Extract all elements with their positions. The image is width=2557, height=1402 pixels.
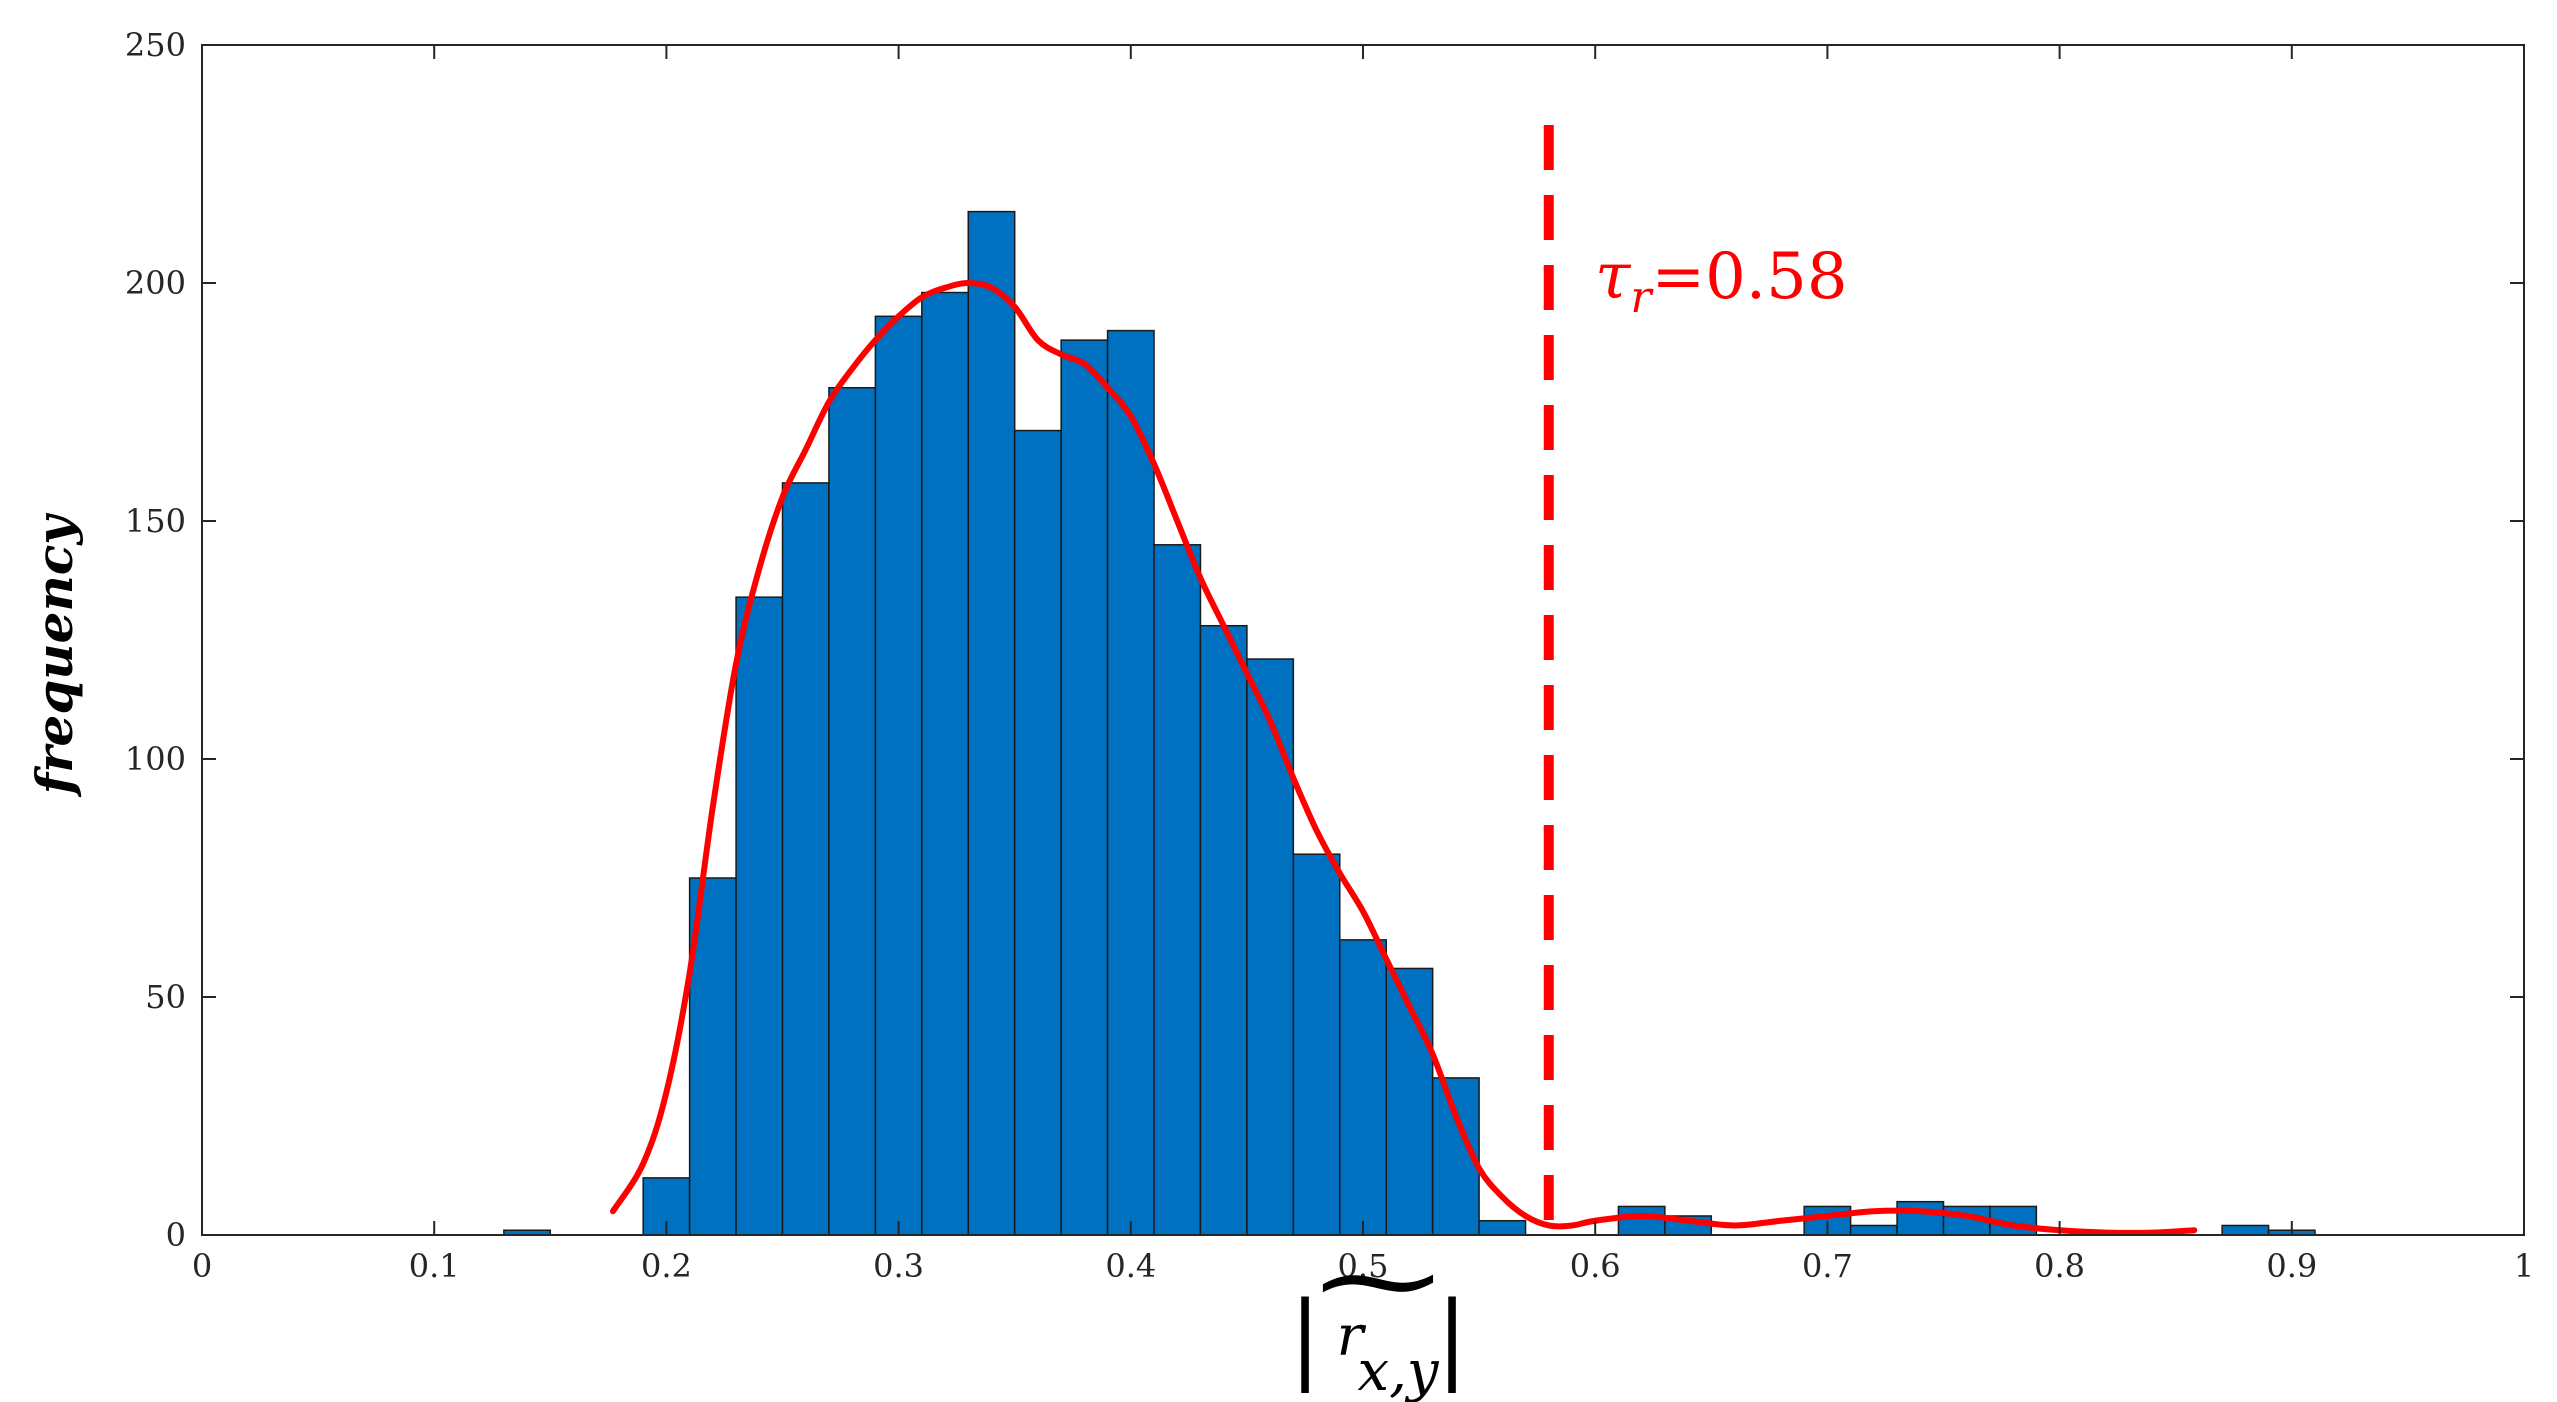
histogram-bar bbox=[1199, 624, 1248, 1236]
y-tick-label: 100 bbox=[125, 740, 186, 778]
y-axis-label: frequency bbox=[25, 513, 84, 798]
histogram-bar bbox=[1849, 1224, 1898, 1236]
density-curve-group bbox=[609, 280, 2198, 1236]
y-tick-label: 200 bbox=[125, 264, 186, 302]
histogram-bar bbox=[874, 315, 923, 1236]
threshold-subscript: r bbox=[1630, 272, 1654, 323]
x-axis-label-bar-right: | bbox=[1436, 1281, 1468, 1393]
histogram-bar bbox=[967, 210, 1016, 1236]
histogram-bar bbox=[921, 291, 970, 1236]
x-tick-label: 0.1 bbox=[409, 1247, 460, 1285]
histogram-bar bbox=[1013, 429, 1062, 1236]
x-tick-label: 0 bbox=[192, 1247, 212, 1285]
histogram-bar bbox=[828, 386, 877, 1236]
x-tick-label: 0.5 bbox=[1338, 1247, 1389, 1285]
histogram-bar bbox=[1292, 853, 1341, 1236]
histogram-bar bbox=[1339, 939, 1387, 1236]
x-tick-label: 0.3 bbox=[873, 1247, 924, 1285]
histogram-bar bbox=[735, 596, 784, 1236]
threshold-value: =0.58 bbox=[1651, 240, 1847, 314]
x-axis-label: | r x,y ~ | bbox=[1289, 1216, 1468, 1402]
y-axis-ticks: 0 50 100 150 200 250 bbox=[125, 26, 2524, 1254]
threshold-annotation: τr=0.58 bbox=[1595, 240, 1848, 323]
x-tick-label: 0.7 bbox=[1802, 1247, 1853, 1285]
density-curve bbox=[609, 280, 2198, 1236]
x-axis-ticks: 0 0.1 0.2 0.3 0.4 0.5 0.6 0.7 0.8 0.9 1 bbox=[192, 45, 2534, 1285]
y-tick-label: 150 bbox=[125, 502, 186, 540]
histogram-bar bbox=[1153, 544, 1202, 1236]
x-axis-label-bar-left: | bbox=[1289, 1281, 1321, 1393]
y-tick-label: 250 bbox=[125, 26, 186, 64]
y-tick-label: 50 bbox=[145, 978, 186, 1016]
x-tick-label: 0.4 bbox=[1105, 1247, 1156, 1285]
histogram-bar bbox=[1896, 1200, 1945, 1236]
histogram-bar bbox=[781, 482, 830, 1236]
bar-series bbox=[503, 210, 2316, 1236]
histogram-bar bbox=[1106, 329, 1155, 1236]
x-tick-label: 0.9 bbox=[2266, 1247, 2317, 1285]
histogram-bar bbox=[1060, 339, 1109, 1236]
histogram-bar bbox=[1617, 1205, 1666, 1236]
histogram-bar bbox=[1478, 1219, 1527, 1236]
histogram-bar bbox=[2221, 1224, 2270, 1236]
y-tick-label: 0 bbox=[166, 1216, 186, 1254]
histogram-bar bbox=[1246, 658, 1295, 1236]
x-axis-label-subscript: x,y bbox=[1357, 1339, 1439, 1402]
x-tick-label: 0.6 bbox=[1570, 1247, 1621, 1285]
x-tick-label: 0.2 bbox=[641, 1247, 692, 1285]
x-axis-label-r: r bbox=[1337, 1304, 1367, 1369]
x-axis-label-tilde: ~ bbox=[1304, 1216, 1451, 1344]
x-tick-label: 1 bbox=[2514, 1247, 2534, 1285]
x-tick-label: 0.8 bbox=[2034, 1247, 2085, 1285]
threshold-symbol: τ bbox=[1595, 240, 1632, 314]
